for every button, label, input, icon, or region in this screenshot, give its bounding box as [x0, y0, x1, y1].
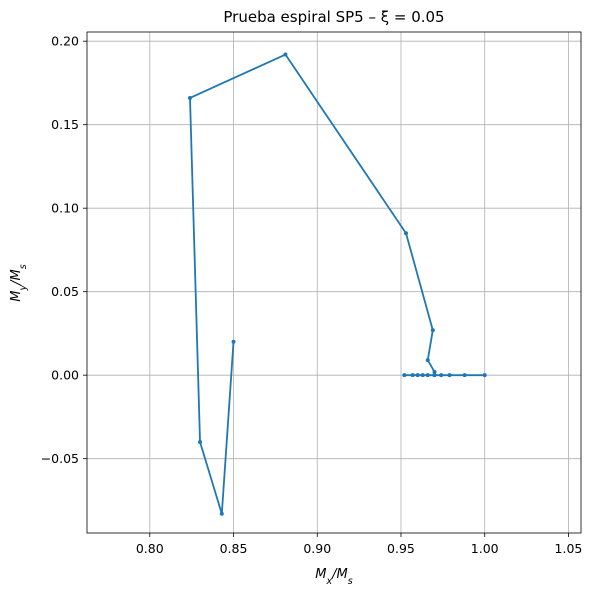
- plot-frame: [86, 31, 582, 534]
- y-tick-label: 0.10: [51, 201, 79, 216]
- data-point: [231, 339, 236, 344]
- y-tick-label: 0.00: [51, 368, 79, 383]
- series-layer: [187, 52, 487, 516]
- ticks-layer: 0.80 0.85 0.90 0.95 1.00 1.05 −0.05 0.00 0.05 0.1…: [41, 34, 583, 556]
- x-tick-label: 0.95: [387, 541, 415, 556]
- x-tick-label: 0.85: [220, 541, 248, 556]
- data-point: [432, 373, 437, 378]
- data-point: [402, 373, 407, 378]
- y-tick-label: 0.15: [51, 117, 79, 132]
- data-point: [439, 373, 444, 378]
- y-tick-label: −0.05: [41, 451, 79, 466]
- data-point: [187, 95, 192, 100]
- x-tick-label: 1.00: [471, 541, 499, 556]
- x-axis-label: Mx/Ms: [315, 567, 352, 587]
- data-point: [415, 373, 420, 378]
- y-tick-label: 0.20: [51, 34, 79, 49]
- data-point: [482, 373, 487, 378]
- data-point: [432, 369, 437, 374]
- y-axis-label: My/Ms: [9, 264, 29, 301]
- data-point: [198, 439, 203, 444]
- data-point: [462, 373, 467, 378]
- data-point: [219, 511, 224, 516]
- data-point: [425, 358, 430, 363]
- data-point: [420, 373, 425, 378]
- x-tick-label: 1.05: [555, 541, 583, 556]
- data-point: [410, 373, 415, 378]
- data-point: [430, 328, 435, 333]
- y-tick-label: 0.05: [51, 284, 79, 299]
- x-tick-label: 0.80: [136, 541, 164, 556]
- data-point: [447, 373, 452, 378]
- data-point: [404, 231, 409, 236]
- data-point: [283, 52, 288, 57]
- data-point: [425, 373, 430, 378]
- x-tick-label: 0.90: [303, 541, 331, 556]
- chart-title: Prueba espiral SP5 – ξ = 0.05: [223, 8, 444, 26]
- grid-lines: [87, 32, 581, 533]
